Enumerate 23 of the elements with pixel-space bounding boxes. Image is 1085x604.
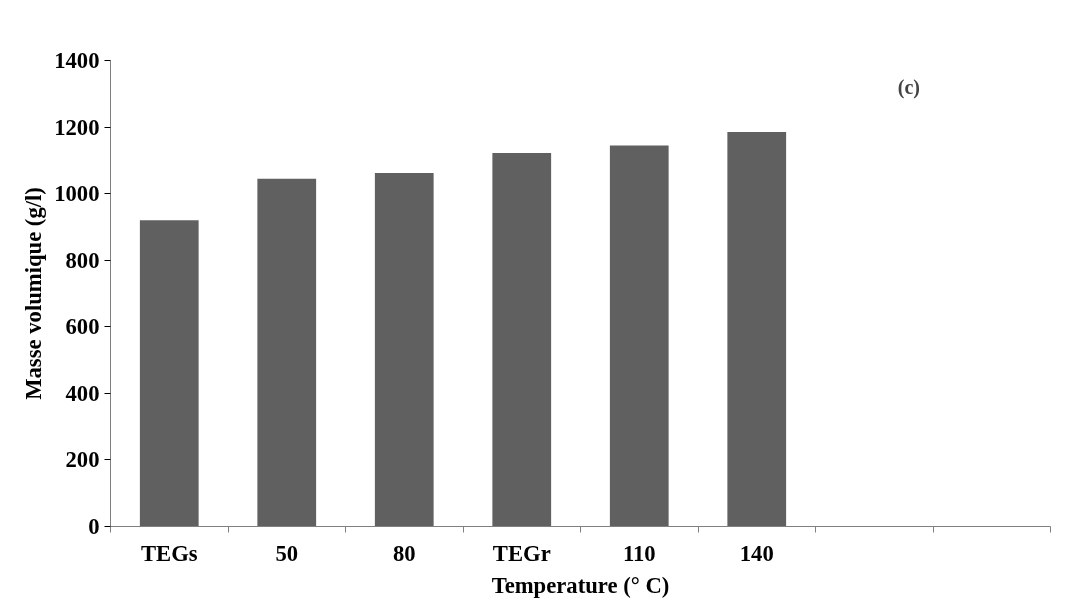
y-axis-title: Masse volumique (g/l) — [21, 187, 47, 400]
y-tick-label: 0 — [88, 514, 100, 539]
bar — [727, 132, 787, 527]
y-tick-label: 200 — [65, 447, 100, 473]
y-tick-label: 1000 — [54, 181, 100, 207]
x-axis-title: Temperature (° C) — [491, 572, 670, 598]
bar — [609, 145, 669, 527]
bar — [492, 153, 552, 527]
y-tick-label: 1400 — [54, 48, 100, 73]
bar — [139, 220, 199, 527]
y-tick-label: 600 — [65, 314, 100, 340]
x-tick-label: TEGs — [140, 540, 198, 566]
x-tick-label: 140 — [739, 540, 774, 566]
bar — [374, 173, 434, 527]
bar — [257, 178, 317, 527]
y-tick-label: 800 — [65, 247, 100, 273]
x-tick-label: 50 — [275, 540, 299, 566]
annotation: (c) — [897, 75, 920, 99]
x-tick-label: 80 — [392, 540, 416, 566]
x-tick-label: TEGr — [492, 540, 551, 566]
y-tick-label: 1200 — [54, 114, 100, 140]
y-tick-label: 400 — [65, 380, 100, 406]
x-tick-label: 110 — [622, 540, 656, 566]
